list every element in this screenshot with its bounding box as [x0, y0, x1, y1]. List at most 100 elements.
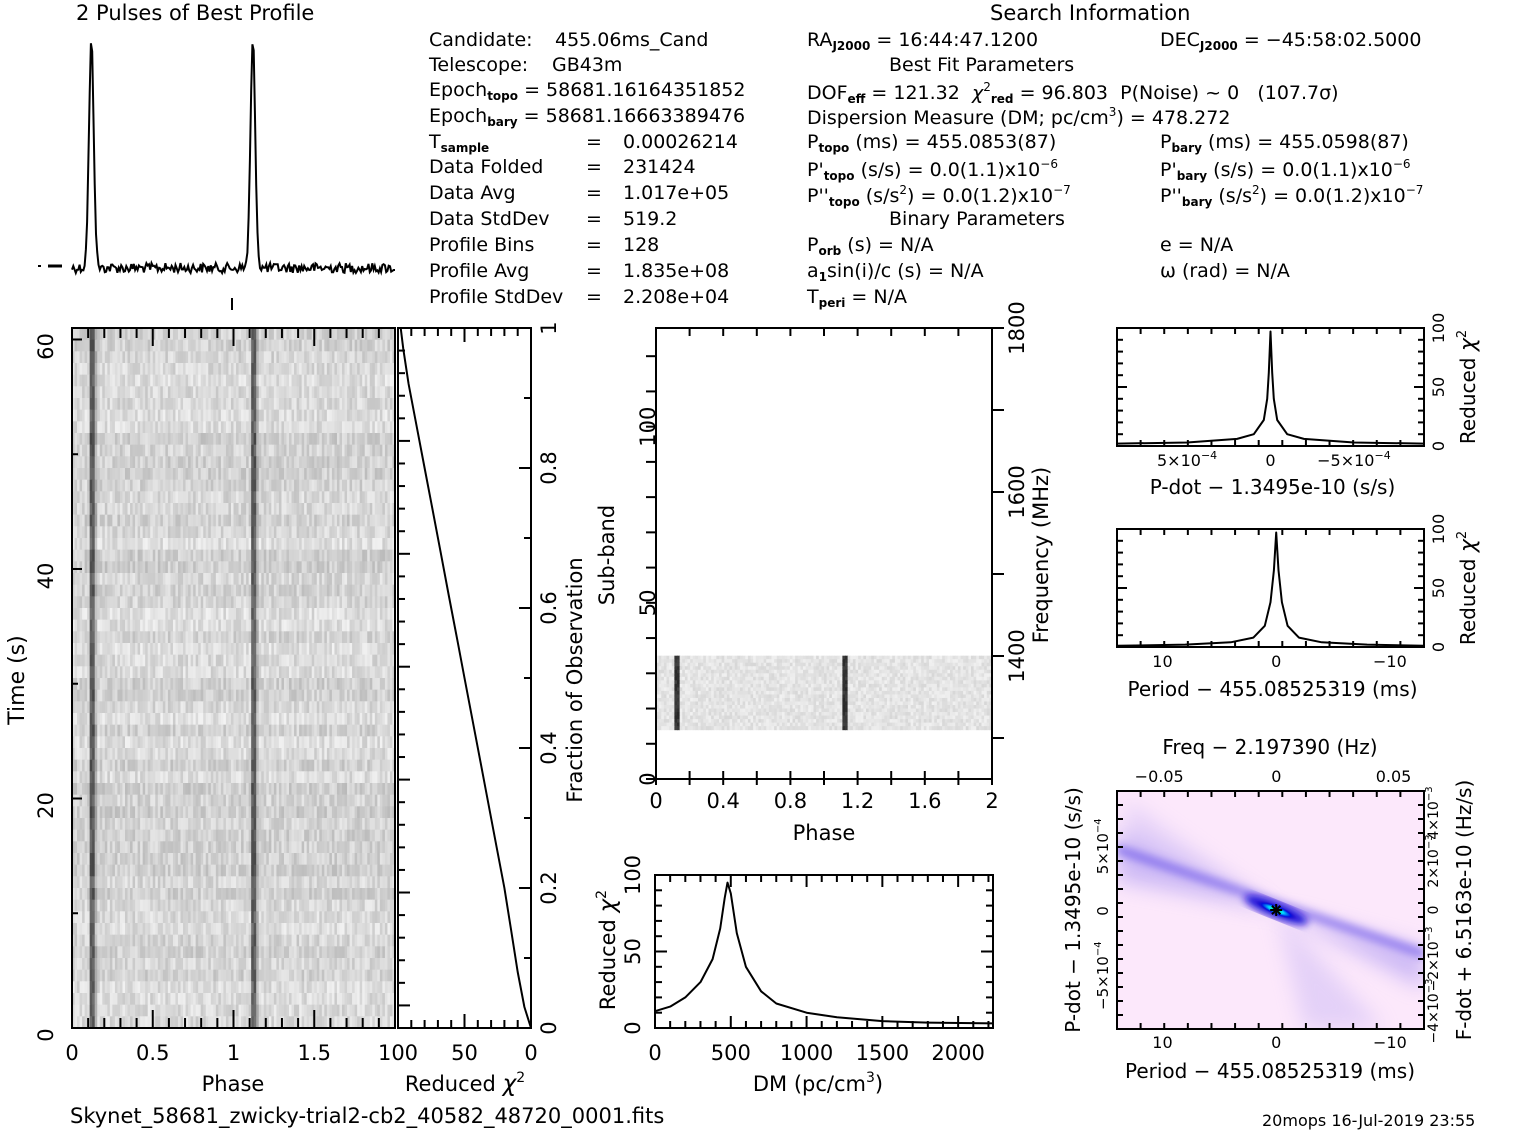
heatmap-cell — [172, 503, 177, 516]
heatmap-cell — [109, 643, 113, 656]
heatmap-cell — [342, 701, 346, 714]
heatmap-cell — [306, 689, 310, 702]
heatmap-cell — [195, 724, 199, 737]
heatmap-cell — [294, 363, 298, 376]
heatmap-cell — [195, 468, 199, 481]
heatmap-cell — [177, 654, 182, 667]
heatmap-cell — [354, 748, 358, 761]
heatmap-cell — [172, 351, 177, 364]
heatmap-cell — [185, 514, 189, 527]
heatmap-cell — [74, 421, 78, 434]
heatmap-cell — [72, 713, 76, 726]
heatmap-cell — [349, 573, 353, 586]
heatmap-cell — [145, 701, 149, 714]
heatmap-cell — [183, 584, 187, 597]
heatmap-cell — [89, 689, 93, 702]
heatmap-cell — [99, 444, 103, 457]
heatmap-cell — [124, 538, 129, 551]
heatmap-cell — [283, 654, 288, 667]
heatmap-cell — [167, 771, 172, 784]
heatmap-cell — [273, 433, 277, 446]
heatmap-cell — [220, 538, 224, 551]
heatmap-cell — [218, 549, 222, 562]
heatmap-cell — [276, 584, 280, 597]
heatmap-cell — [82, 759, 86, 772]
heatmap-cell — [243, 444, 247, 457]
heatmap-cell — [253, 608, 257, 621]
heatmap-cell — [258, 526, 262, 539]
heatmap-cell — [102, 503, 106, 516]
heatmap-cell — [190, 421, 194, 434]
heatmap-cell — [117, 573, 121, 586]
heatmap-cell — [271, 736, 275, 749]
heatmap-cell — [276, 724, 280, 737]
heatmap-cell — [195, 421, 199, 434]
heatmap-cell — [278, 713, 283, 726]
heatmap-cell — [273, 363, 277, 376]
heatmap-cell — [273, 748, 277, 761]
heatmap-cell — [294, 444, 298, 457]
heatmap-cell — [326, 514, 330, 527]
heatmap-cell — [172, 701, 177, 714]
heatmap-cell — [306, 678, 310, 691]
heatmap-cell — [339, 759, 343, 772]
heatmap-cell — [152, 724, 156, 737]
heatmap-cell — [220, 561, 224, 574]
heatmap-cell — [102, 584, 106, 597]
heatmap-cell — [384, 444, 389, 457]
heatmap-cell — [289, 444, 293, 457]
heatmap-cell — [379, 678, 383, 691]
heatmap-cell — [329, 444, 333, 457]
heatmap-cell — [82, 351, 86, 364]
heatmap-cell — [387, 444, 391, 457]
heatmap-cell — [130, 479, 134, 492]
heatmap-cell — [82, 678, 86, 691]
heatmap-cell — [109, 409, 113, 422]
heatmap-cell — [190, 339, 194, 352]
heatmap-cell — [117, 689, 121, 702]
heatmap-cell — [367, 526, 371, 539]
heatmap-cell — [89, 398, 93, 411]
heatmap-cell — [213, 351, 217, 364]
heatmap-cell — [155, 398, 159, 411]
heatmap-cell — [132, 468, 136, 481]
heatmap-cell — [374, 748, 378, 761]
heatmap-cell — [256, 573, 260, 586]
heatmap-cell — [137, 736, 141, 749]
heatmap-cell — [354, 619, 358, 632]
heatmap-cell — [344, 386, 348, 399]
heatmap-cell — [195, 759, 199, 772]
heatmap-cell — [331, 689, 336, 702]
heatmap-cell — [241, 421, 245, 434]
heatmap-cell — [102, 433, 106, 446]
heatmap-cell — [289, 328, 293, 341]
heatmap-cell — [177, 549, 182, 562]
heatmap-cell — [145, 619, 149, 632]
heatmap-cell — [258, 724, 262, 737]
heatmap-cell — [170, 468, 174, 481]
heatmap-cell — [94, 608, 98, 621]
heatmap-cell — [299, 421, 303, 434]
heatmap-cell — [172, 538, 177, 551]
heatmap-cell — [208, 701, 212, 714]
heatmap-cell — [112, 339, 116, 352]
heatmap-cell — [253, 771, 257, 784]
heatmap-cell — [379, 374, 383, 387]
heatmap-cell — [84, 363, 88, 376]
heatmap-cell — [379, 351, 383, 364]
heatmap-cell — [124, 526, 129, 539]
heatmap-cell — [180, 421, 184, 434]
heatmap-cell — [309, 526, 313, 539]
heatmap-cell — [215, 713, 219, 726]
heatmap-cell — [77, 363, 81, 376]
heatmap-cell — [316, 713, 320, 726]
heatmap-cell — [185, 503, 189, 516]
heatmap-cell — [339, 386, 343, 399]
heatmap-cell — [104, 409, 108, 422]
heatmap-cell — [384, 619, 389, 632]
heatmap-cell — [99, 713, 103, 726]
heatmap-cell — [301, 456, 305, 469]
heatmap-cell — [251, 328, 255, 341]
heatmap-cell — [82, 713, 86, 726]
heatmap-cell — [188, 363, 192, 376]
